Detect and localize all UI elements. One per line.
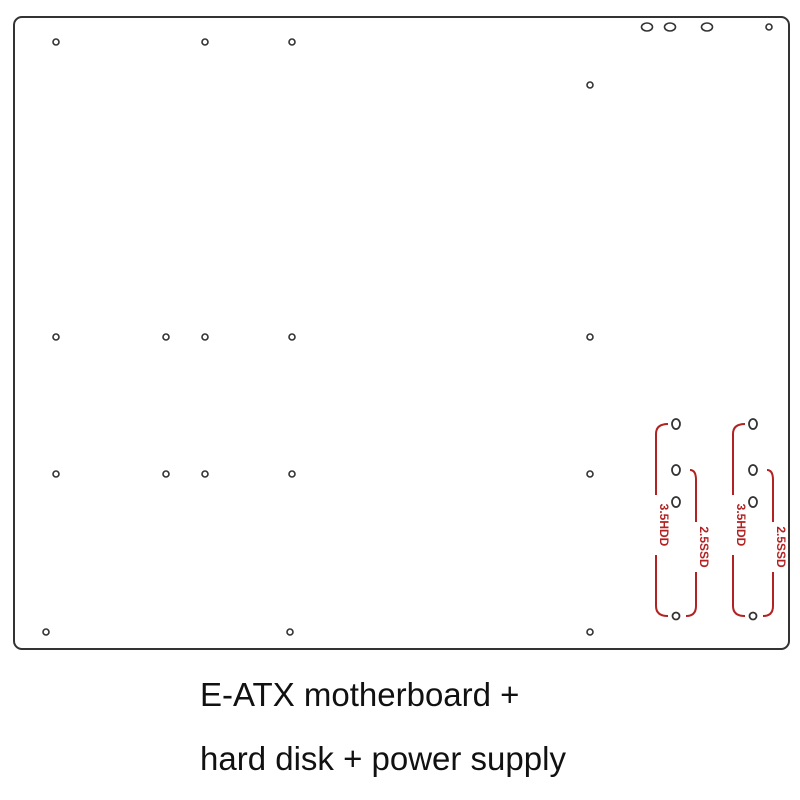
- hdd-bracket: [732, 423, 746, 617]
- drive-hole: [748, 464, 758, 476]
- slot-hole: [700, 22, 714, 32]
- mounting-hole: [765, 23, 773, 31]
- drive-hole: [671, 611, 681, 621]
- mounting-hole: [288, 333, 296, 341]
- ssd-bracket: [685, 469, 697, 617]
- slot-hole: [640, 22, 654, 32]
- caption-line-1: E-ATX motherboard +: [200, 676, 520, 713]
- drive-hole: [671, 464, 681, 476]
- drive-hole: [748, 611, 758, 621]
- ssd-bracket: [762, 469, 774, 617]
- mounting-hole: [52, 38, 60, 46]
- mounting-hole: [286, 628, 294, 636]
- mounting-plate-diagram: 3.5HDD 2.5SSD 3.5HDD 2.5SSD: [13, 16, 790, 650]
- mounting-hole: [201, 333, 209, 341]
- drive-bay: 3.5HDD 2.5SSD: [655, 418, 711, 621]
- caption-line-2: hard disk + power supply: [200, 740, 566, 777]
- mounting-hole: [42, 628, 50, 636]
- hdd-bracket: [655, 423, 669, 617]
- mounting-hole: [162, 333, 170, 341]
- mounting-hole: [288, 470, 296, 478]
- slot-hole: [663, 22, 677, 32]
- drive-hole: [748, 418, 758, 430]
- hdd-label: 3.5HDD: [657, 504, 671, 547]
- mounting-hole: [586, 470, 594, 478]
- mounting-hole: [586, 333, 594, 341]
- drive-hole: [671, 496, 681, 508]
- mounting-hole: [52, 333, 60, 341]
- mounting-hole: [201, 38, 209, 46]
- mounting-hole: [586, 628, 594, 636]
- mounting-hole: [288, 38, 296, 46]
- mounting-hole: [201, 470, 209, 478]
- drive-bay: 3.5HDD 2.5SSD: [732, 418, 788, 621]
- mounting-hole: [586, 81, 594, 89]
- mounting-hole: [162, 470, 170, 478]
- hdd-label: 3.5HDD: [734, 504, 748, 547]
- mounting-hole: [52, 470, 60, 478]
- plate-outline: [13, 16, 790, 650]
- drive-hole: [748, 496, 758, 508]
- drive-hole: [671, 418, 681, 430]
- ssd-label: 2.5SSD: [697, 526, 711, 568]
- ssd-label: 2.5SSD: [774, 526, 788, 568]
